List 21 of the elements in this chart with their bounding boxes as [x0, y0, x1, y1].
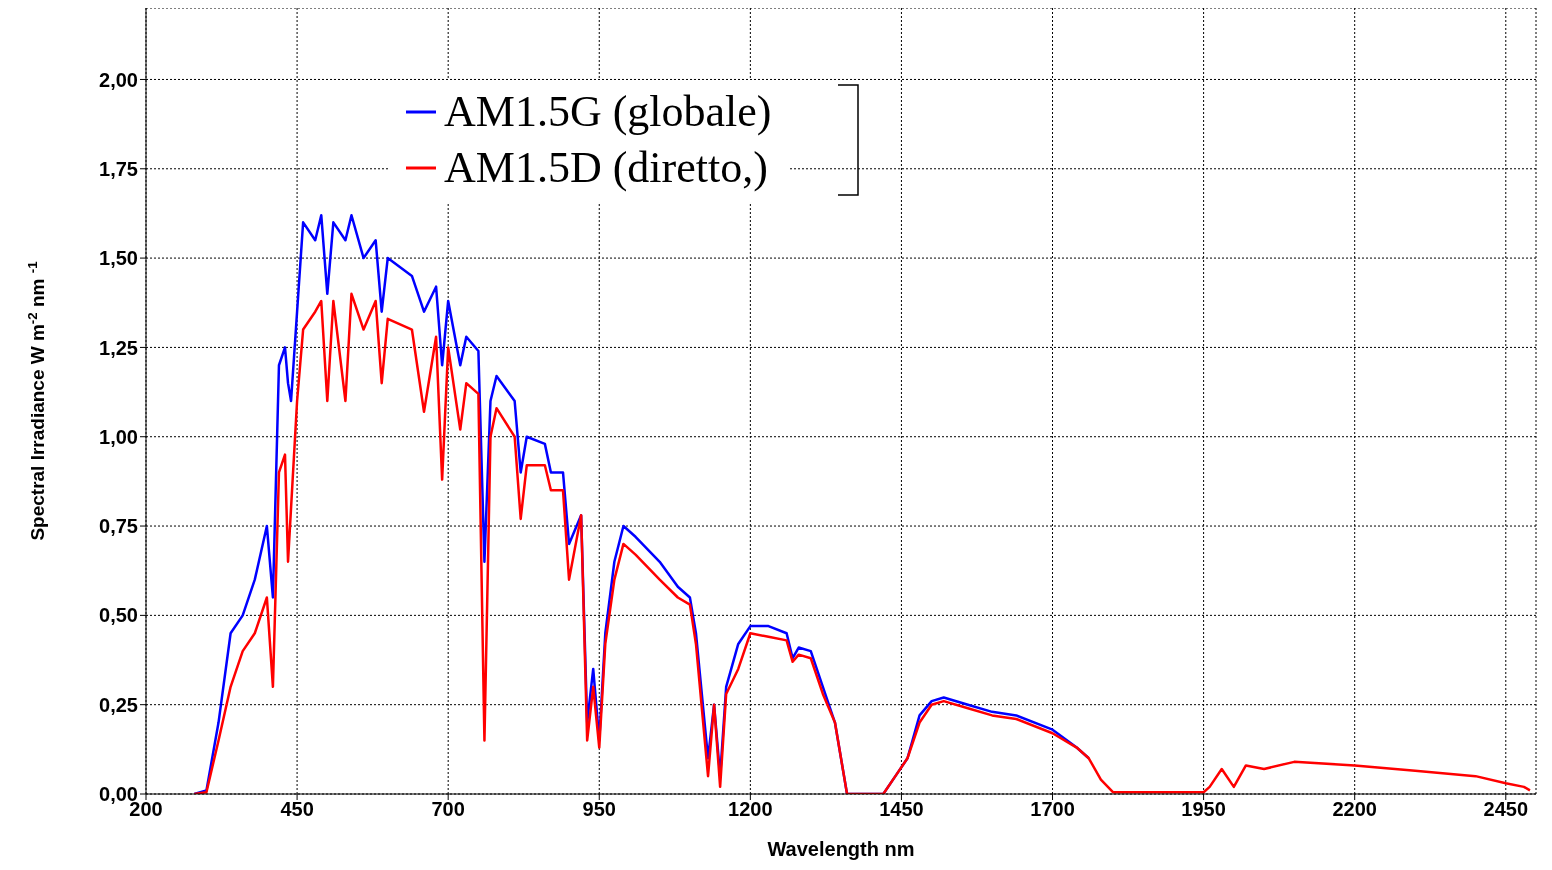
x-tick-label: 1700: [1030, 798, 1075, 821]
x-tick-label: 2200: [1332, 798, 1377, 821]
line-series: [193, 292, 1532, 794]
y-tick-label: 0,75: [99, 515, 138, 538]
y-tick-label: 0,25: [99, 693, 138, 716]
y-tick-label: 0,50: [99, 604, 138, 627]
x-tick-label: 1200: [728, 798, 773, 821]
y-tick-label: 1,25: [99, 336, 138, 359]
y-tick-label: 1,00: [99, 425, 138, 448]
x-tick-label: 700: [431, 798, 465, 821]
x-tick-label: 1450: [879, 798, 924, 821]
x-tick-label: 2450: [1483, 798, 1529, 821]
x-axis-title: Wavelength nm: [767, 838, 915, 860]
x-tick-label: 1950: [1181, 798, 1226, 821]
y-tick-label: 2,00: [99, 68, 138, 91]
y-tick-label: 1,50: [99, 247, 138, 270]
legend-label: AM1.5G (globale): [444, 86, 772, 138]
y-tick-label: 1,75: [99, 157, 138, 180]
x-tick-label: 450: [280, 798, 314, 821]
legend-label: AM1.5D (diretto,): [444, 142, 768, 194]
x-tick-label: 950: [582, 798, 616, 821]
